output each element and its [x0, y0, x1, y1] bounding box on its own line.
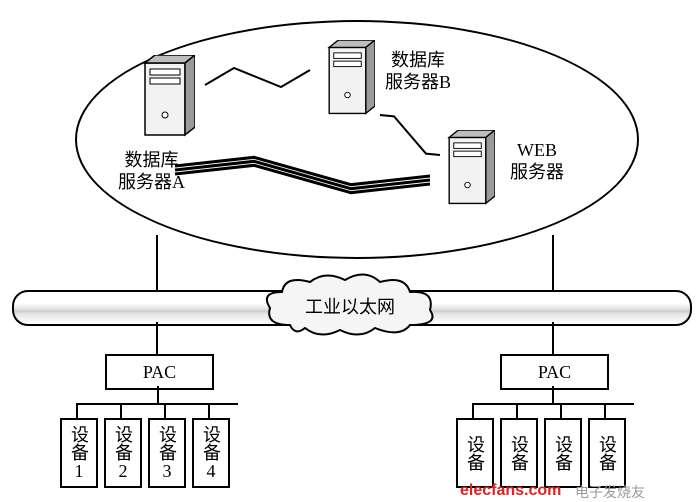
device-label: 设备4	[202, 425, 220, 481]
diagram-canvas: 数据库 服务器A 数据库 服务器B WEB 服务器 工业以太网PAC设备1设备2…	[0, 0, 700, 502]
pac-drop-line	[156, 322, 158, 354]
device-drop-line	[604, 404, 606, 418]
pac-box: PAC	[500, 354, 609, 390]
device-label: 设备2	[114, 425, 132, 481]
zigzag-link	[195, 50, 320, 105]
device-box: 设备	[544, 418, 582, 488]
device-box: 设备3	[148, 418, 186, 488]
device-drop-line	[208, 404, 210, 418]
pac-drop-line	[552, 322, 554, 354]
device-bus	[472, 403, 634, 405]
device-box: 设备1	[60, 418, 98, 488]
device-drop-line	[516, 404, 518, 418]
server-b	[320, 40, 375, 118]
device-box: 设备2	[104, 418, 142, 488]
server-a	[135, 55, 195, 140]
device-label: 设备	[598, 435, 616, 471]
device-box: 设备	[500, 418, 538, 488]
server-label-web: WEB 服务器	[510, 140, 564, 183]
device-label: 设备	[554, 435, 572, 471]
zigzag-link	[165, 150, 440, 200]
device-box: 设备	[456, 418, 494, 488]
device-label: 设备	[466, 435, 484, 471]
watermark-elecfans: elecfans.com	[460, 482, 561, 500]
device-box: 设备4	[192, 418, 230, 488]
cloud-label: 工业以太网	[280, 293, 420, 319]
watermark-cn: 电子发烧友	[575, 482, 645, 502]
device-drop-line	[560, 404, 562, 418]
device-label: 设备1	[70, 425, 88, 481]
pac-bus-stem	[552, 386, 554, 404]
device-drop-line	[76, 404, 78, 418]
device-bus	[76, 403, 238, 405]
pac-box: PAC	[105, 354, 214, 390]
pac-bus-stem	[157, 386, 159, 404]
ellipse-drop-line	[552, 235, 554, 290]
device-label: 设备	[510, 435, 528, 471]
device-drop-line	[120, 404, 122, 418]
server-label-b: 数据库 服务器B	[385, 50, 451, 93]
device-drop-line	[164, 404, 166, 418]
device-box: 设备	[588, 418, 626, 488]
device-drop-line	[472, 404, 474, 418]
device-label: 设备3	[158, 425, 176, 481]
ellipse-drop-line	[156, 235, 158, 290]
